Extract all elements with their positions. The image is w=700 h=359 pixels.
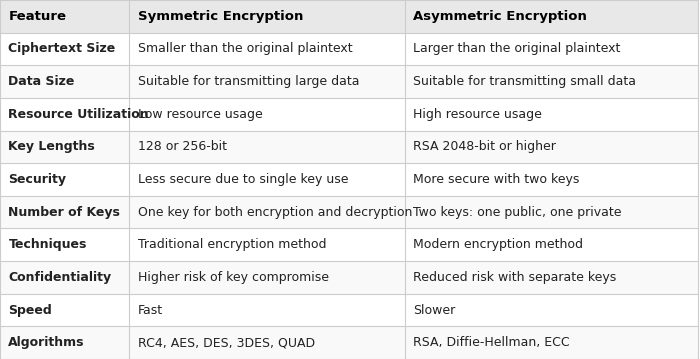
FancyBboxPatch shape bbox=[130, 196, 405, 228]
FancyBboxPatch shape bbox=[0, 33, 130, 65]
Text: Security: Security bbox=[8, 173, 66, 186]
Text: Speed: Speed bbox=[8, 304, 52, 317]
FancyBboxPatch shape bbox=[130, 0, 405, 33]
Text: Reduced risk with separate keys: Reduced risk with separate keys bbox=[414, 271, 617, 284]
FancyBboxPatch shape bbox=[0, 261, 130, 294]
Text: Data Size: Data Size bbox=[8, 75, 75, 88]
Text: Feature: Feature bbox=[8, 10, 66, 23]
Text: RC4, AES, DES, 3DES, QUAD: RC4, AES, DES, 3DES, QUAD bbox=[138, 336, 315, 349]
FancyBboxPatch shape bbox=[405, 326, 699, 359]
FancyBboxPatch shape bbox=[130, 65, 405, 98]
Text: More secure with two keys: More secure with two keys bbox=[414, 173, 580, 186]
FancyBboxPatch shape bbox=[0, 98, 130, 131]
Text: Less secure due to single key use: Less secure due to single key use bbox=[138, 173, 348, 186]
FancyBboxPatch shape bbox=[130, 131, 405, 163]
Text: Algorithms: Algorithms bbox=[8, 336, 85, 349]
FancyBboxPatch shape bbox=[405, 98, 699, 131]
FancyBboxPatch shape bbox=[405, 65, 699, 98]
Text: Two keys: one public, one private: Two keys: one public, one private bbox=[414, 206, 622, 219]
FancyBboxPatch shape bbox=[0, 131, 130, 163]
Text: One key for both encryption and decryption: One key for both encryption and decrypti… bbox=[138, 206, 412, 219]
FancyBboxPatch shape bbox=[130, 98, 405, 131]
Text: Suitable for transmitting large data: Suitable for transmitting large data bbox=[138, 75, 359, 88]
FancyBboxPatch shape bbox=[0, 228, 130, 261]
Text: Fast: Fast bbox=[138, 304, 162, 317]
FancyBboxPatch shape bbox=[0, 196, 130, 228]
Text: 128 or 256-bit: 128 or 256-bit bbox=[138, 140, 227, 153]
FancyBboxPatch shape bbox=[0, 326, 130, 359]
Text: Traditional encryption method: Traditional encryption method bbox=[138, 238, 326, 251]
FancyBboxPatch shape bbox=[405, 0, 699, 33]
FancyBboxPatch shape bbox=[130, 33, 405, 65]
Text: Higher risk of key compromise: Higher risk of key compromise bbox=[138, 271, 328, 284]
Text: High resource usage: High resource usage bbox=[414, 108, 542, 121]
FancyBboxPatch shape bbox=[405, 33, 699, 65]
Text: Modern encryption method: Modern encryption method bbox=[414, 238, 583, 251]
FancyBboxPatch shape bbox=[405, 131, 699, 163]
FancyBboxPatch shape bbox=[0, 294, 130, 326]
Text: Ciphertext Size: Ciphertext Size bbox=[8, 42, 116, 55]
Text: Low resource usage: Low resource usage bbox=[138, 108, 262, 121]
FancyBboxPatch shape bbox=[0, 163, 130, 196]
Text: Smaller than the original plaintext: Smaller than the original plaintext bbox=[138, 42, 352, 55]
Text: Techniques: Techniques bbox=[8, 238, 87, 251]
Text: RSA 2048-bit or higher: RSA 2048-bit or higher bbox=[414, 140, 556, 153]
FancyBboxPatch shape bbox=[0, 0, 130, 33]
Text: Suitable for transmitting small data: Suitable for transmitting small data bbox=[414, 75, 636, 88]
Text: Resource Utilization: Resource Utilization bbox=[8, 108, 149, 121]
Text: Symmetric Encryption: Symmetric Encryption bbox=[138, 10, 303, 23]
Text: Asymmetric Encryption: Asymmetric Encryption bbox=[414, 10, 587, 23]
FancyBboxPatch shape bbox=[405, 228, 699, 261]
FancyBboxPatch shape bbox=[405, 261, 699, 294]
FancyBboxPatch shape bbox=[130, 261, 405, 294]
FancyBboxPatch shape bbox=[405, 163, 699, 196]
FancyBboxPatch shape bbox=[130, 294, 405, 326]
Text: Number of Keys: Number of Keys bbox=[8, 206, 120, 219]
FancyBboxPatch shape bbox=[130, 163, 405, 196]
Text: Larger than the original plaintext: Larger than the original plaintext bbox=[414, 42, 621, 55]
Text: RSA, Diffie-Hellman, ECC: RSA, Diffie-Hellman, ECC bbox=[414, 336, 570, 349]
Text: Key Lengths: Key Lengths bbox=[8, 140, 95, 153]
FancyBboxPatch shape bbox=[405, 294, 699, 326]
FancyBboxPatch shape bbox=[405, 196, 699, 228]
FancyBboxPatch shape bbox=[0, 65, 130, 98]
Text: Slower: Slower bbox=[414, 304, 456, 317]
Text: Confidentiality: Confidentiality bbox=[8, 271, 111, 284]
FancyBboxPatch shape bbox=[130, 326, 405, 359]
FancyBboxPatch shape bbox=[130, 228, 405, 261]
